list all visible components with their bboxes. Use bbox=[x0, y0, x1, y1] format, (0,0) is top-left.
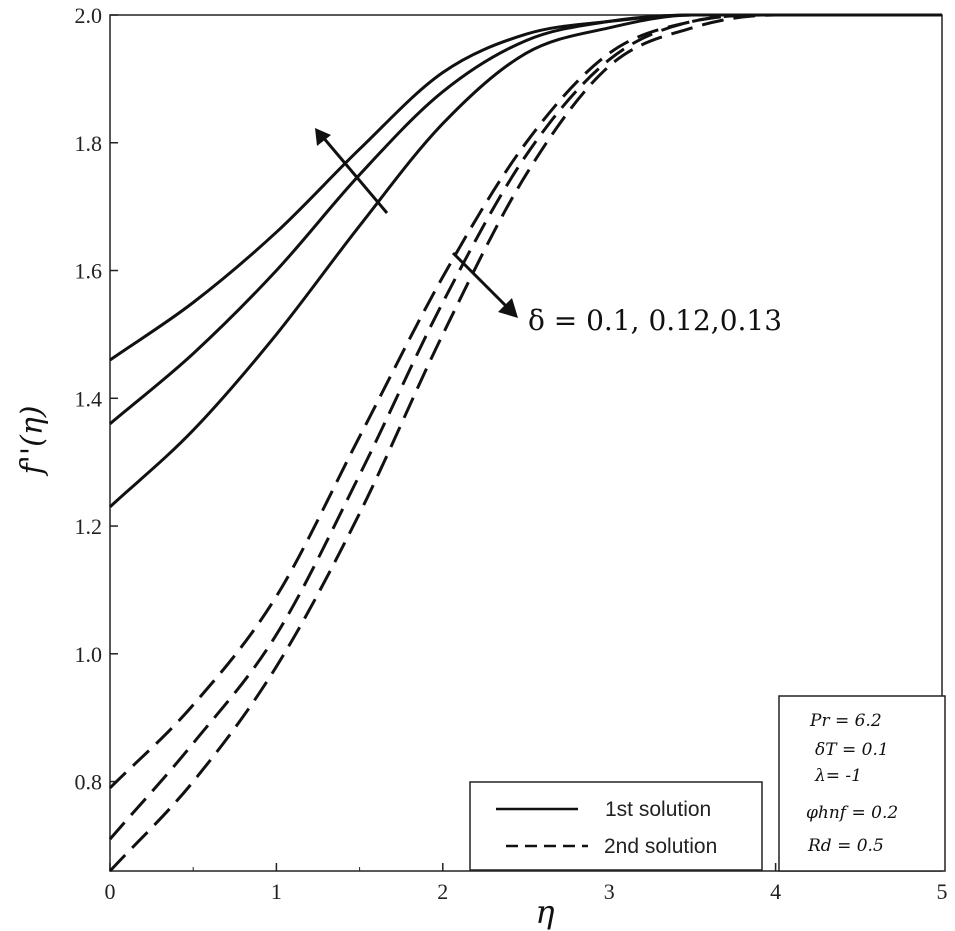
param-lambda: λ= -1 bbox=[814, 766, 862, 786]
ticks-layer: 0 1 2 3 4 5 0.8 1.0 1.2 1.4 1.6 1.8 2.0 bbox=[75, 3, 948, 904]
y-tick-label: 1.6 bbox=[75, 259, 103, 284]
x-axis-label: η bbox=[535, 893, 554, 931]
legend-box bbox=[469, 781, 763, 871]
y-tick-label: 2.0 bbox=[75, 3, 103, 28]
legend: 1st solution 2nd solution bbox=[469, 781, 763, 871]
y-axis-label: f''(η) bbox=[15, 406, 50, 477]
parameters-box: Pr = 6.2 δT = 0.1 λ= -1 φhnf = 0.2 Rd = … bbox=[778, 695, 946, 872]
x-tick-label: 2 bbox=[437, 879, 448, 904]
second-solution-line-3 bbox=[108, 13, 942, 873]
x-tick-label: 1 bbox=[271, 879, 282, 904]
x-tick-label: 0 bbox=[105, 879, 116, 904]
upper-arrow bbox=[315, 128, 389, 214]
first-solution-line-1 bbox=[109, 13, 942, 362]
second-solution-line-1 bbox=[108, 13, 942, 790]
delta-annotation: δ = 0.1, 0.12,0.13 bbox=[528, 304, 782, 337]
y-tick-label: 0.8 bbox=[75, 770, 103, 795]
legend-entry-1: 1st solution bbox=[605, 798, 711, 821]
x-tick-label: 3 bbox=[604, 879, 615, 904]
y-tick-label: 1.0 bbox=[75, 642, 103, 667]
param-phi: φhnf = 0.2 bbox=[806, 803, 898, 823]
lower-arrow bbox=[451, 251, 518, 318]
y-tick-label: 1.2 bbox=[75, 514, 103, 539]
param-pr: Pr = 6.2 bbox=[809, 711, 882, 731]
first-solution-line-2 bbox=[109, 13, 942, 425]
first-solution-line-3 bbox=[108, 13, 942, 509]
y-tick-label: 1.8 bbox=[75, 131, 103, 156]
x-tick-label: 5 bbox=[937, 879, 948, 904]
y-tick-label: 1.4 bbox=[75, 386, 103, 411]
x-tick-label: 4 bbox=[770, 879, 781, 904]
legend-entry-2: 2nd solution bbox=[604, 835, 717, 858]
param-rd: Rd = 0.5 bbox=[807, 836, 884, 856]
param-delta-t: δT = 0.1 bbox=[815, 740, 889, 760]
